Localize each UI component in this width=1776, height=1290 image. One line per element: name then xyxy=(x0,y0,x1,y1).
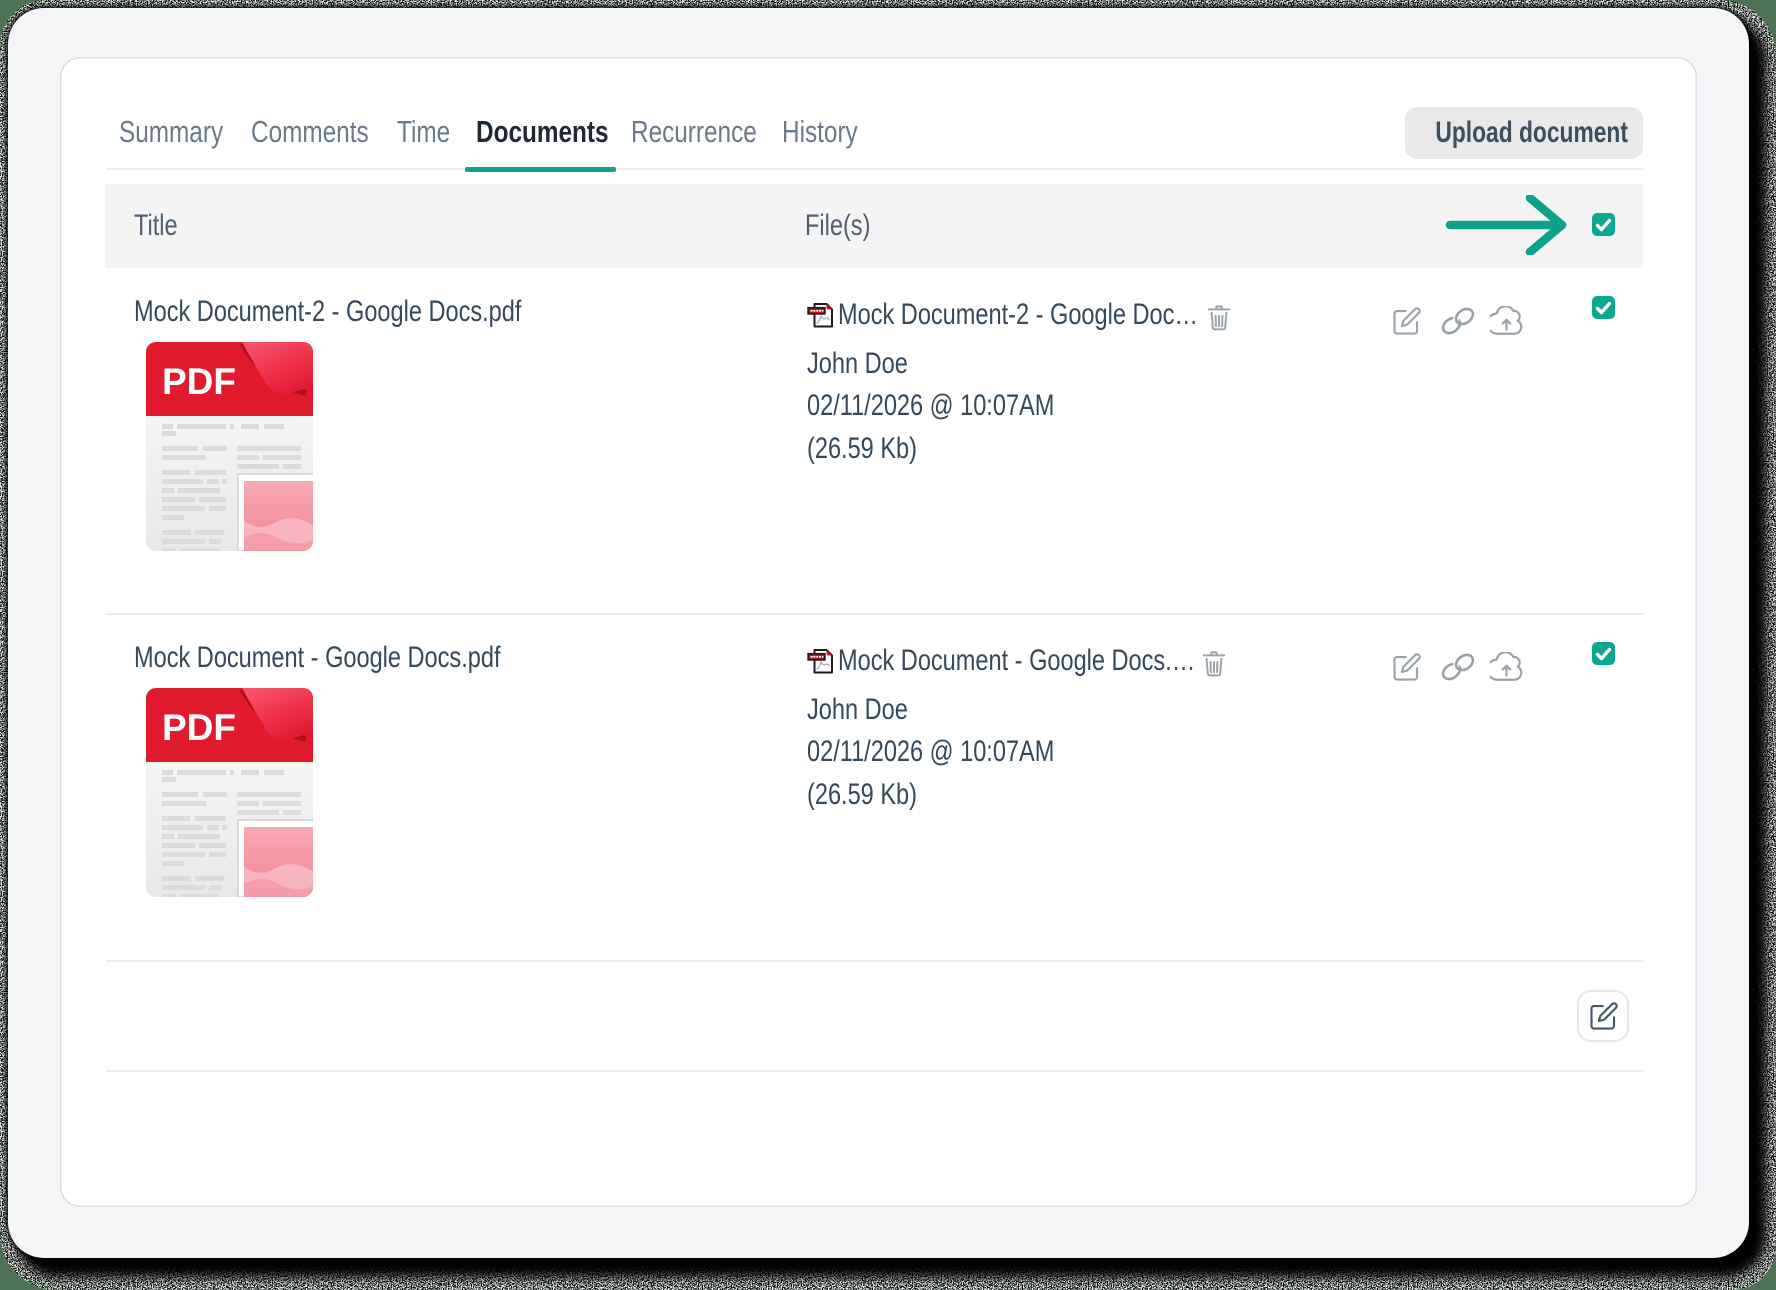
svg-text:PDF: PDF xyxy=(162,361,236,402)
svg-text:PDF: PDF xyxy=(162,707,236,748)
